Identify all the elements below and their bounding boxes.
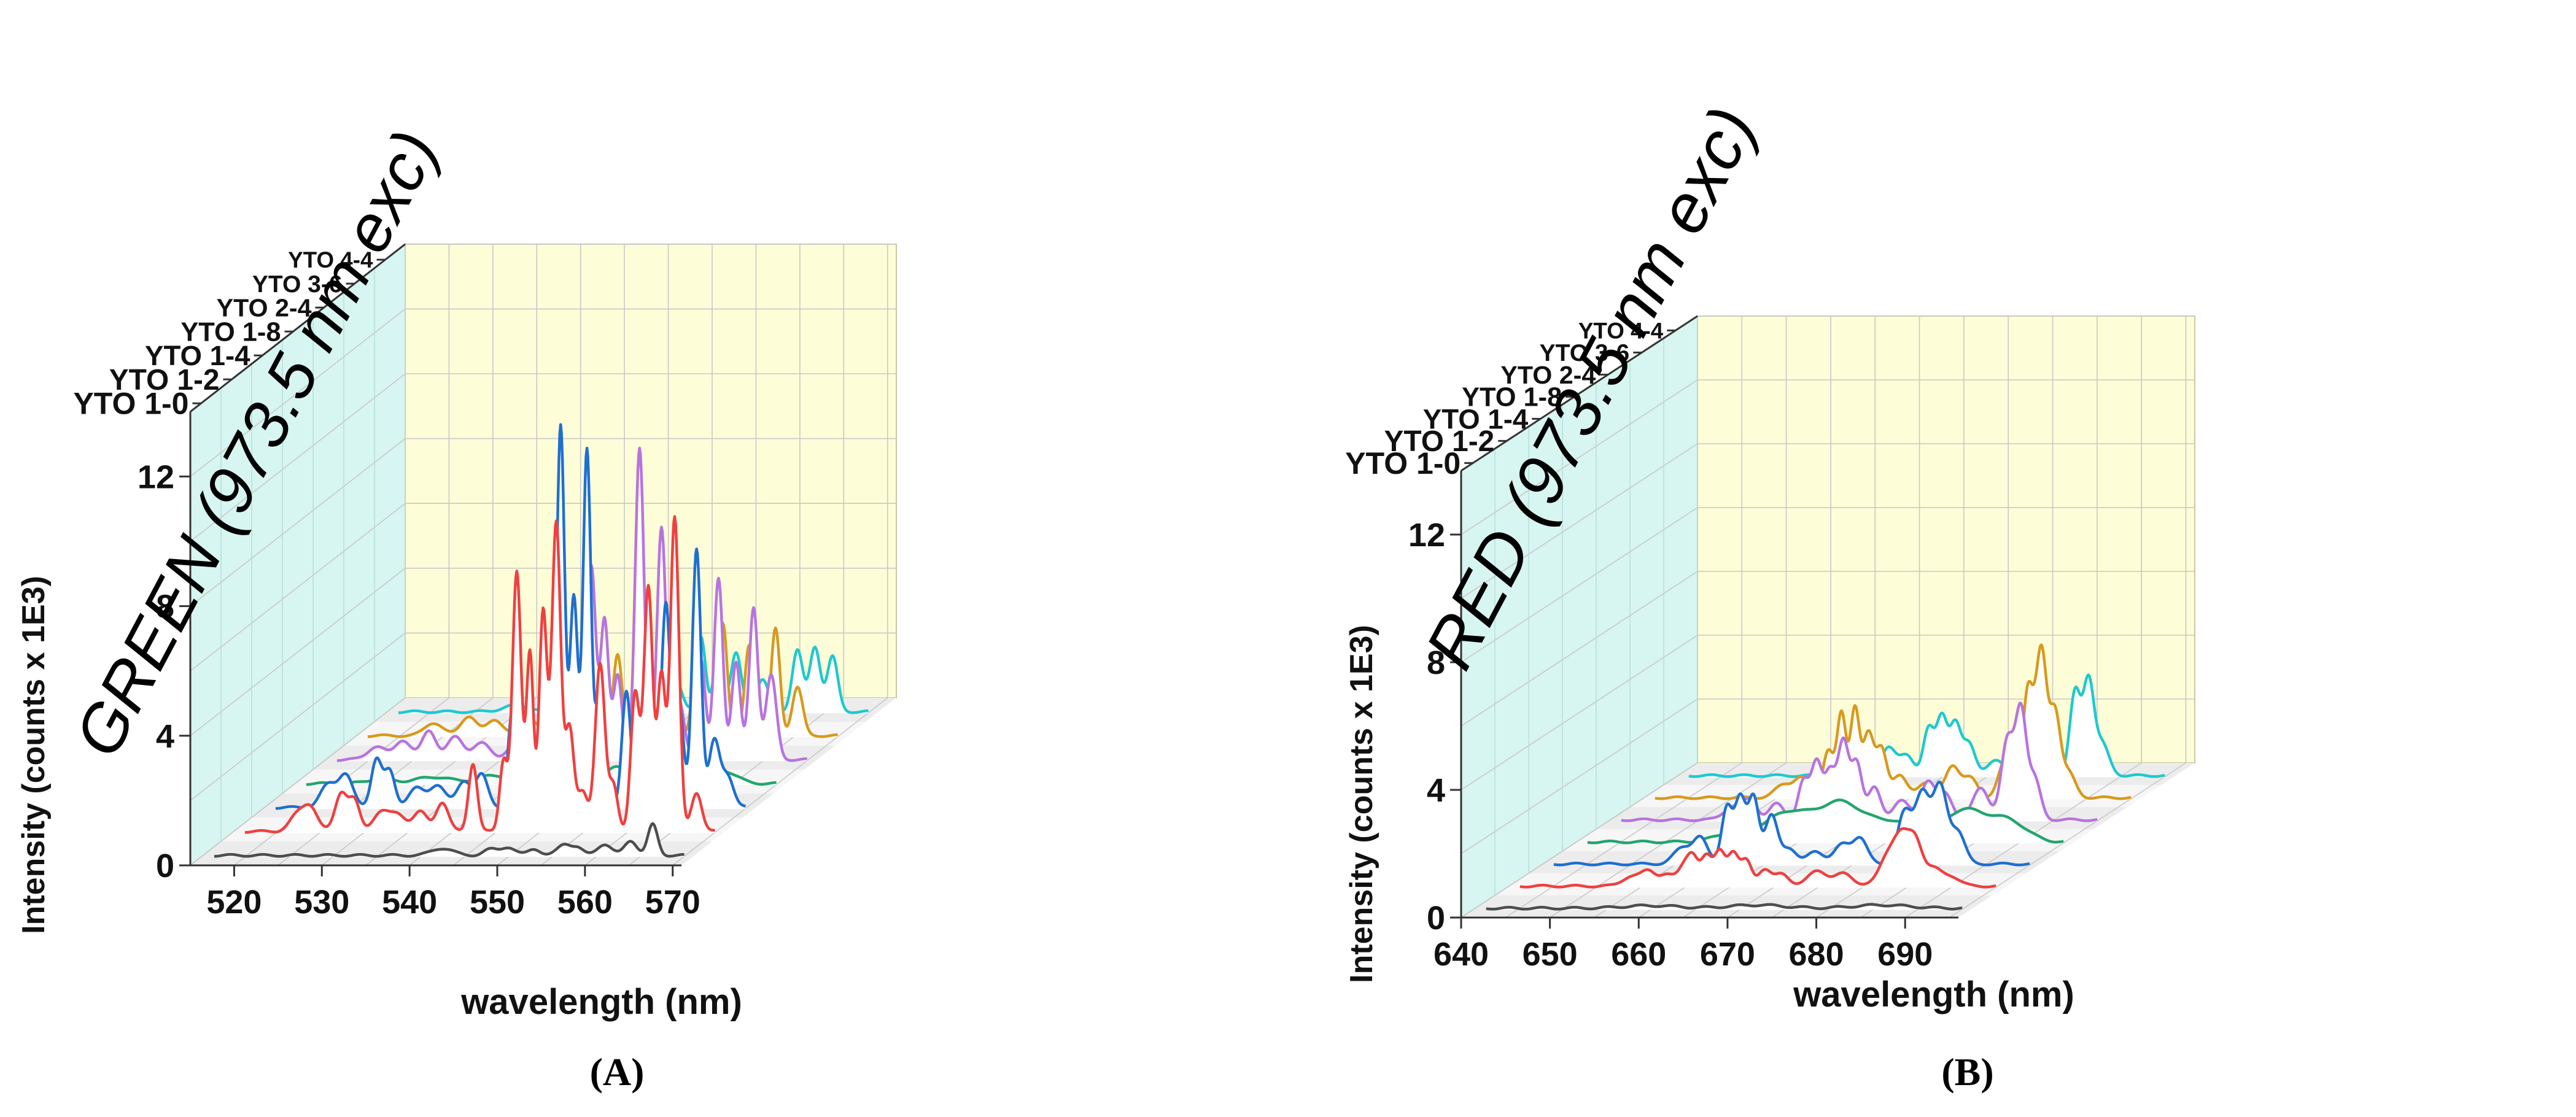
x-tick-label: 550 [470, 884, 525, 921]
series-fill-6 [1655, 644, 2132, 800]
x-axis-title: wavelength (nm) [460, 982, 742, 1022]
grid-line-x [672, 244, 888, 866]
x-tick-label: 570 [645, 884, 700, 921]
sample-label: YTO 3-6 [1540, 340, 1630, 366]
y-tick-label: 0 [1427, 900, 1445, 937]
depth-axis-line [190, 243, 406, 412]
series-line-1 [214, 822, 685, 858]
x-tick-label: 690 [1877, 936, 1933, 973]
series-fill-2 [244, 516, 715, 833]
y-axis-title: Intensity (counts x 1E3) [1344, 625, 1379, 983]
series-fill-5 [1621, 703, 2098, 822]
series-line-3 [1553, 780, 2031, 867]
sample-label: YTO 1-0 [73, 387, 188, 421]
x-tick-label: 540 [382, 884, 437, 921]
x-tick-label: 640 [1433, 936, 1489, 973]
sample-label: YTO 4-4 [1578, 318, 1664, 343]
y-tick-label: 12 [138, 458, 174, 495]
grid-line-x [1505, 316, 1743, 918]
series-fill-1 [214, 823, 685, 857]
x-tick-label: 650 [1523, 936, 1578, 973]
y-axis-title: Intensity (counts x 1E3) [16, 576, 52, 934]
x-axis-title: wavelength (nm) [1793, 975, 2074, 1015]
panel-label: (A) [590, 1050, 645, 1094]
grid-line-x [1949, 316, 2187, 918]
y-tick-label: 12 [1408, 517, 1445, 554]
series-line-6 [1655, 643, 2132, 800]
x-tick-label: 530 [294, 884, 349, 921]
grid-line-x [321, 244, 538, 866]
y-tick-label: 8 [1427, 644, 1445, 681]
back-wall [1697, 315, 2195, 763]
series-line-7 [1688, 673, 2166, 778]
series-line-2 [244, 515, 716, 834]
y-tick-label: 4 [1427, 772, 1445, 809]
series-line-1 [1486, 903, 1963, 911]
sample-label: YTO 1-4 [1423, 403, 1529, 435]
x-tick-label: 660 [1611, 936, 1666, 973]
series-fill-7 [398, 636, 869, 714]
y-tick-label: 4 [156, 718, 174, 755]
x-tick-label: 520 [206, 884, 262, 921]
x-tick-label: 560 [557, 884, 613, 921]
y-tick-label: 0 [156, 848, 174, 884]
series-line-2 [1519, 827, 1997, 889]
series-fill-7 [1688, 674, 2165, 778]
sample-label: YTO 3-6 [252, 271, 343, 298]
y-tick-label: 8 [156, 589, 174, 625]
depth-axis-line [1461, 315, 1698, 472]
sample-label: YTO 1-2 [109, 364, 220, 396]
sample-label: YTO 4-4 [288, 247, 373, 272]
series-fill-1 [1486, 904, 1963, 910]
sample-label: YTO 1-8 [1462, 383, 1562, 412]
sample-label: YTO 1-2 [1384, 425, 1494, 458]
sample-label: YTO 1-0 [1345, 446, 1461, 481]
sample-label: YTO 2-4 [217, 294, 312, 322]
sample-label: YTO 2-4 [1500, 361, 1596, 389]
sample-label: YTO 1-8 [180, 317, 281, 347]
series-fill-5 [336, 448, 807, 762]
sample-label: YTO 1-4 [145, 340, 250, 371]
series-line-4 [1587, 798, 2065, 845]
panel-label: (B) [1941, 1050, 1993, 1094]
series-line-5 [1621, 702, 2098, 822]
x-tick-label: 680 [1789, 936, 1844, 973]
x-tick-label: 670 [1700, 936, 1755, 973]
